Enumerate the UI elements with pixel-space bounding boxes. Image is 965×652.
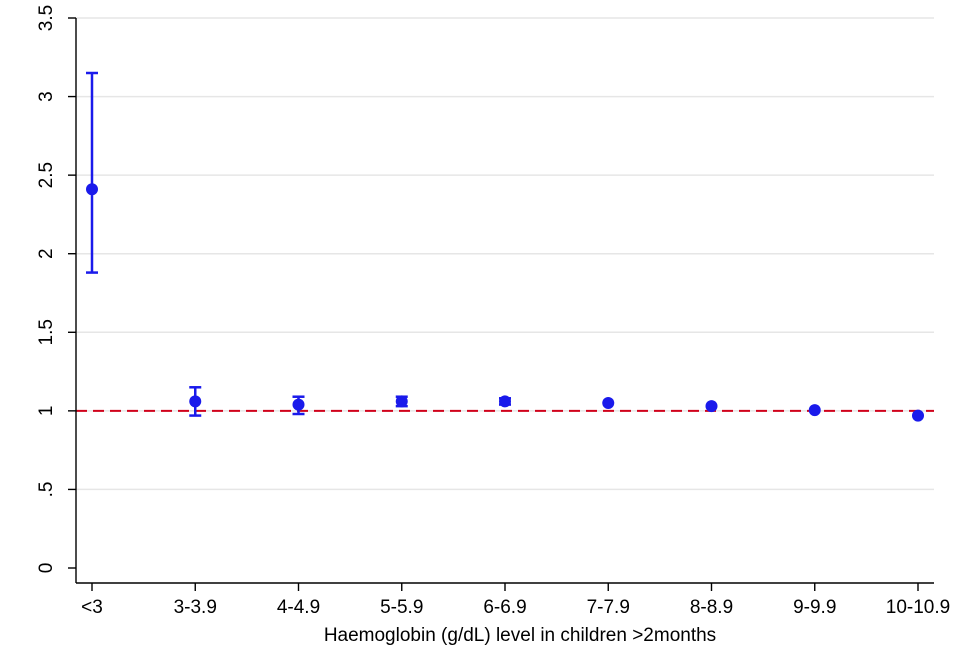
y-tick-label: 2.5 xyxy=(36,162,57,188)
data-point xyxy=(189,395,202,408)
x-tick-label: 8-8.9 xyxy=(690,597,733,618)
y-tick-label: 3.5 xyxy=(36,5,57,31)
x-tick-label: 9-9.9 xyxy=(793,597,836,618)
data-marks xyxy=(86,71,924,422)
data-point xyxy=(602,397,615,409)
x-tick-label: <3 xyxy=(81,597,103,618)
data-point xyxy=(395,395,408,408)
gridlines xyxy=(76,17,934,491)
x-tick-label: 5-5.9 xyxy=(380,597,423,618)
x-tick-label: 7-7.9 xyxy=(587,597,630,618)
y-tick-label: 2 xyxy=(36,248,57,259)
data-point xyxy=(292,398,305,411)
data-point xyxy=(808,404,821,417)
x-tick-label: 4-4.9 xyxy=(277,597,320,618)
y-tick-label: 0 xyxy=(36,563,57,574)
data-point xyxy=(499,395,511,408)
data-point xyxy=(86,183,98,196)
y-tick-label: .5 xyxy=(36,481,57,497)
axis-labels: 0 .5 1 1.5 2 2.5 3 3.5 <3 3-3.9 4-4.9 5-5.9 6-6.9 7-7… xyxy=(36,5,950,618)
y-tick-label: 1 xyxy=(36,406,57,417)
y-tick-label: 3 xyxy=(36,91,57,102)
axes xyxy=(68,17,934,591)
x-tick-label: 10-10.9 xyxy=(886,597,950,618)
x-tick-label: 3-3.9 xyxy=(174,597,217,618)
data-point xyxy=(705,400,718,413)
data-point xyxy=(912,409,924,422)
y-tick-label: 1.5 xyxy=(36,319,57,345)
x-axis-title: Haemoglobin (g/dL) level in children >2m… xyxy=(324,625,716,646)
x-tick-label: 6-6.9 xyxy=(483,597,526,618)
